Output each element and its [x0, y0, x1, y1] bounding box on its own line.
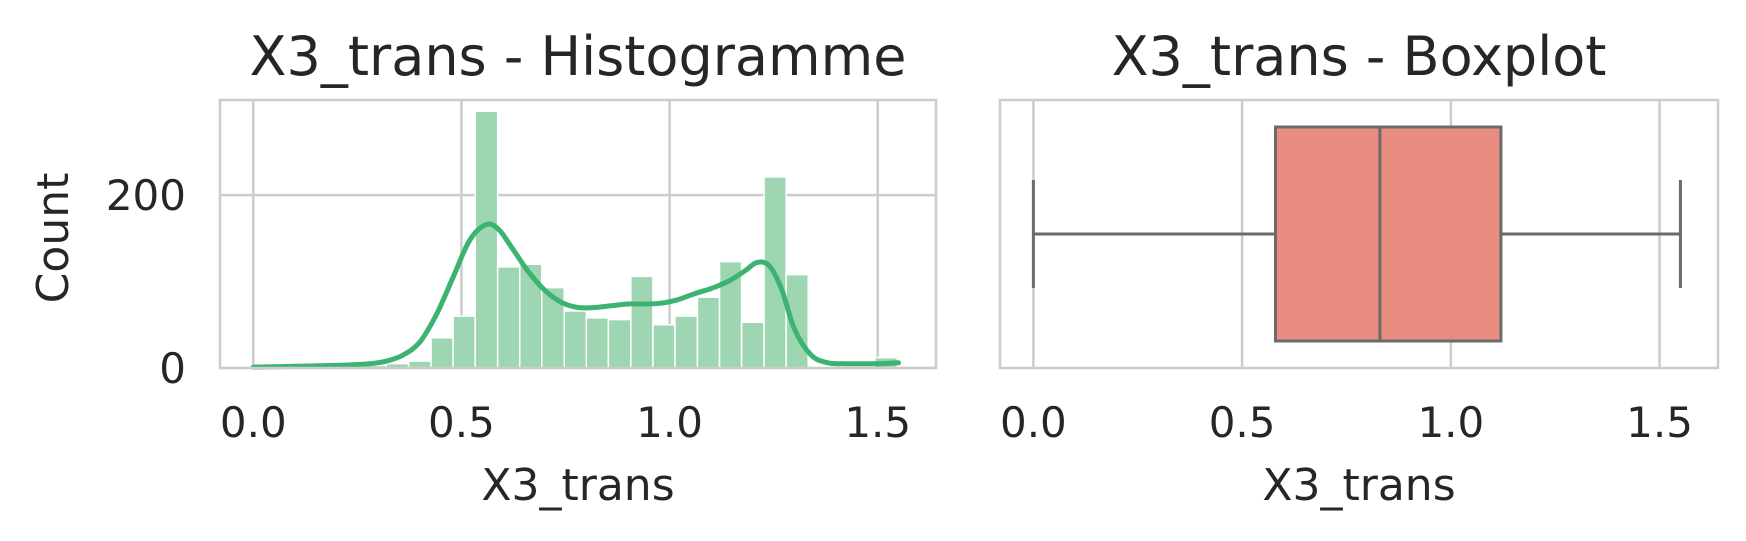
- histogram-bar: [674, 315, 699, 369]
- boxplot-panel: X3_trans - Boxplot 0.0 0.5 1.0 1.5 X3_trans: [998, 25, 1720, 511]
- boxplot-title: X3_trans - Boxplot: [1112, 25, 1607, 88]
- histogram-y-tick-label: 0: [159, 344, 186, 393]
- boxplot-x-tick-label: 1.5: [1626, 398, 1693, 447]
- histogram-panel: X3_trans - Histogramme 0.0 0.5 1.0 1.5 0 200…: [28, 25, 938, 511]
- histogram-bar: [563, 310, 588, 369]
- interquartile-box: [1274, 125, 1503, 343]
- histogram-title: X3_trans - Histogramme: [250, 25, 907, 88]
- boxplot-frame: [998, 98, 1720, 370]
- boxplot-x-tick-label: 0.5: [1209, 398, 1276, 447]
- histogram-y-tick-label: 200: [106, 171, 186, 220]
- histogram-x-tick-label: 0.0: [220, 398, 287, 447]
- boxplot-x-ticks: 0.0 0.5 1.0 1.5: [1000, 398, 1693, 447]
- boxplot-x-tick-label: 1.0: [1417, 398, 1484, 447]
- histogram-bar: [607, 318, 632, 369]
- histogram-bar: [452, 315, 476, 369]
- histogram-x-tick-label: 1.0: [636, 398, 703, 447]
- histogram-bars: [252, 110, 899, 369]
- boxplot-x-label: X3_trans: [1262, 460, 1455, 511]
- histogram-frame: [218, 98, 938, 370]
- histogram-bar: [585, 317, 610, 369]
- histogram-bar: [740, 321, 765, 369]
- histogram-x-tick-label: 1.5: [844, 398, 911, 447]
- boxplot-marks: [1031, 125, 1682, 343]
- histogram-x-label: X3_trans: [481, 460, 674, 511]
- histogram-bar: [696, 296, 721, 369]
- histogram-x-tick-label: 0.5: [428, 398, 495, 447]
- histogram-bar: [430, 336, 454, 369]
- boxplot-x-tick-label: 0.0: [1000, 398, 1067, 447]
- histogram-bar: [630, 275, 654, 369]
- histogram-bar: [652, 324, 676, 369]
- histogram-bar: [518, 263, 543, 369]
- kde-curve: [250, 221, 901, 370]
- histogram-x-ticks: 0.0 0.5 1.0 1.5: [220, 398, 911, 447]
- histogram-y-label: Count: [28, 173, 79, 304]
- histogram-bar: [496, 266, 521, 369]
- histogram-bar: [474, 110, 499, 369]
- histogram-y-ticks: 0 200: [106, 171, 186, 393]
